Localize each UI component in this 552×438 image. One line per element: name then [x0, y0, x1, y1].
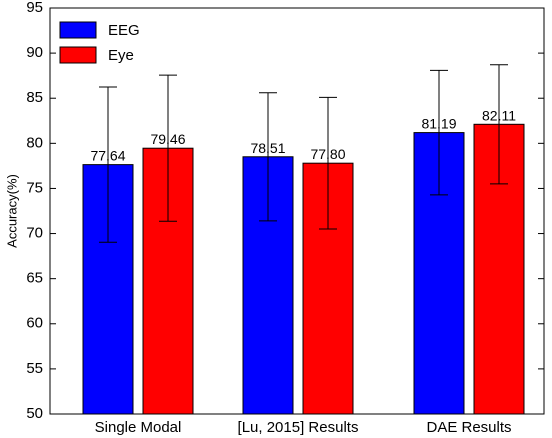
y-tick-label: 90 [26, 44, 43, 61]
value-label: 77.80 [310, 146, 345, 162]
legend-swatch-eye [59, 46, 97, 64]
x-axis-category-labels: Single Modal [Lu, 2015] Results DAE Result… [95, 419, 512, 436]
bars-group [82, 123, 525, 415]
y-tick-label: 85 [26, 89, 43, 106]
y-tick-label: 75 [26, 179, 43, 196]
y-tick-label: 70 [26, 225, 43, 242]
x-category-label: DAE Results [426, 419, 511, 436]
x-category-label: Single Modal [95, 419, 182, 436]
legend-label-eye: Eye [108, 47, 134, 64]
y-axis-title: Accuracy(%) [4, 174, 19, 248]
y-tick-label: 60 [26, 315, 43, 332]
legend-swatch-eeg [59, 21, 97, 39]
value-label: 77.64 [90, 148, 125, 164]
y-tick-label: 80 [26, 134, 43, 151]
value-labels-group: 77.64 79.46 78.51 77.80 81.19 82.11 [90, 107, 516, 163]
y-axis-ticks: 50 55 60 65 70 75 80 85 90 95 [26, 0, 544, 422]
value-label: 81.19 [421, 116, 456, 132]
value-label: 82.11 [482, 107, 516, 123]
y-tick-label: 55 [26, 360, 43, 377]
y-tick-label: 50 [26, 405, 43, 422]
legend: EEG Eye [59, 21, 140, 64]
x-category-label: [Lu, 2015] Results [238, 419, 359, 436]
y-tick-label: 65 [26, 270, 43, 287]
legend-label-eeg: EEG [108, 22, 140, 39]
y-tick-label: 95 [26, 0, 43, 16]
value-label: 78.51 [250, 140, 285, 156]
value-label: 79.46 [150, 131, 185, 147]
plot-frame [49, 7, 545, 415]
error-bars-group [99, 64, 508, 243]
